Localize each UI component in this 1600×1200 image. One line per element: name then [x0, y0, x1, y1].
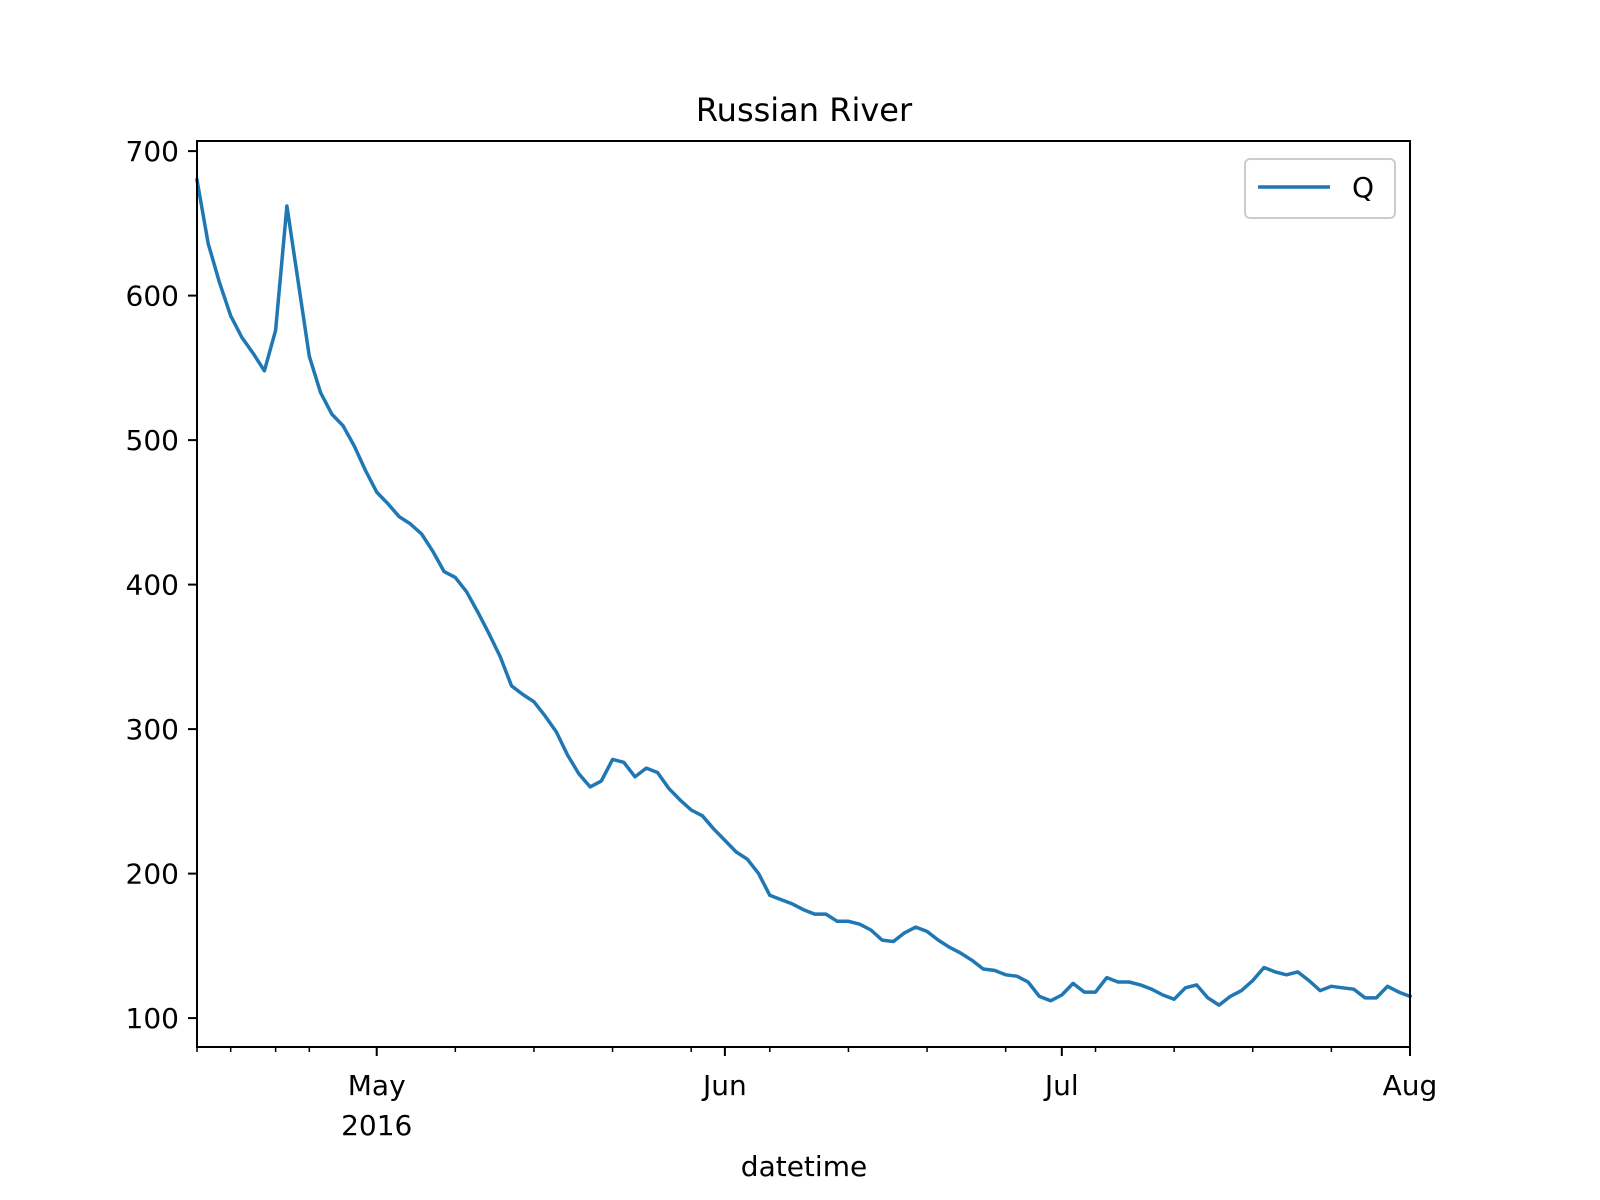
y-tick-label: 100 — [126, 1002, 179, 1035]
x-tick-sublabel: 2016 — [341, 1109, 412, 1142]
y-axis: 100 200 300 400 500 600 700 — [126, 135, 197, 1035]
x-axis-label: datetime — [741, 1150, 867, 1183]
chart-title: Russian River — [696, 91, 913, 129]
y-tick-label: 600 — [126, 280, 179, 313]
y-tick-label: 500 — [126, 424, 179, 457]
y-tick-label: 200 — [126, 858, 179, 891]
legend: Q — [1244, 158, 1396, 219]
y-tick-label: 700 — [126, 135, 179, 168]
x-tick-label: May — [348, 1069, 406, 1102]
x-tick-label: Jul — [1043, 1069, 1079, 1102]
series-line-q — [194, 177, 1413, 1007]
x-tick-label: Jun — [701, 1069, 747, 1102]
plot-area — [194, 177, 1413, 1007]
x-tick-label: Aug — [1383, 1069, 1438, 1102]
x-axis: May 2016 Jun Jul Aug — [196, 1047, 1438, 1142]
axes-frame — [196, 140, 1411, 1048]
y-tick-label: 300 — [126, 713, 179, 746]
legend-label-q: Q — [1352, 171, 1374, 204]
y-tick-label: 400 — [126, 569, 179, 602]
